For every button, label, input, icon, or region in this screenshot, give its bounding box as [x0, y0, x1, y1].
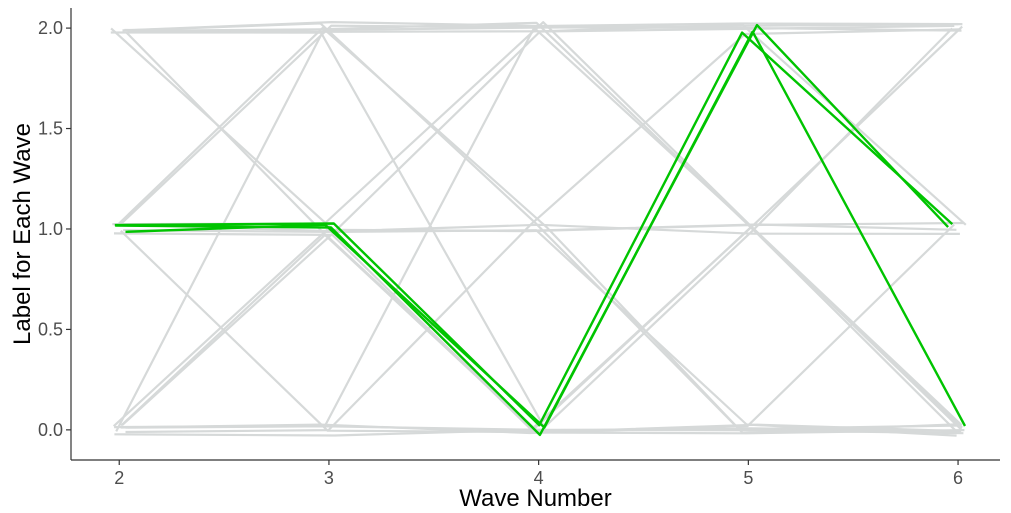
highlight-series-group: [114, 23, 967, 437]
background-series-line-6: [123, 229, 957, 437]
background-series-line-14: [121, 24, 955, 426]
background-series-line-15: [115, 23, 959, 432]
x-ticks-group: 2 3 4 5 6: [114, 460, 963, 488]
y-axis-title: Label for Each Wave: [9, 123, 36, 345]
background-series-line-7: [113, 232, 965, 435]
background-series-line-18: [128, 22, 960, 434]
highlight-series-line-3: [125, 30, 967, 429]
y-tick-label: 0.5: [38, 319, 63, 339]
x-tick-label: 5: [743, 468, 753, 488]
y-tick-label: 0.0: [38, 420, 63, 440]
x-tick-label: 3: [324, 468, 334, 488]
y-tick-label: 1.5: [38, 119, 63, 139]
background-series-line-3: [110, 27, 957, 232]
x-axis-title: Wave Number: [459, 485, 611, 512]
background-series-line-20: [114, 25, 963, 437]
background-series-line-13: [120, 225, 963, 431]
y-tick-label: 2.0: [38, 18, 63, 38]
y-tick-label: 1.0: [38, 219, 63, 239]
background-series-line-8: [119, 24, 962, 226]
background-series-line-11: [120, 223, 955, 435]
background-series-line-22: [127, 21, 958, 433]
background-series-line-12: [112, 221, 965, 428]
background-series-line-16: [125, 28, 961, 434]
y-ticks-group: 0.0 0.5 1.0 1.5 2.0: [38, 18, 71, 440]
x-tick-label: 2: [114, 468, 124, 488]
x-tick-label: 4: [534, 468, 544, 488]
background-series-line-5: [117, 223, 960, 235]
background-series-line-21: [120, 230, 961, 434]
axes-group: [70, 8, 1000, 461]
x-tick-label: 6: [953, 468, 963, 488]
highlight-series-line-2: [114, 31, 954, 427]
